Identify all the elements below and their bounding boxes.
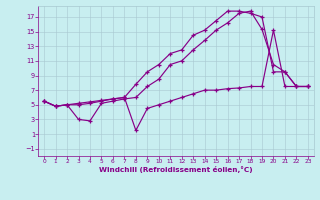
X-axis label: Windchill (Refroidissement éolien,°C): Windchill (Refroidissement éolien,°C) bbox=[99, 166, 253, 173]
